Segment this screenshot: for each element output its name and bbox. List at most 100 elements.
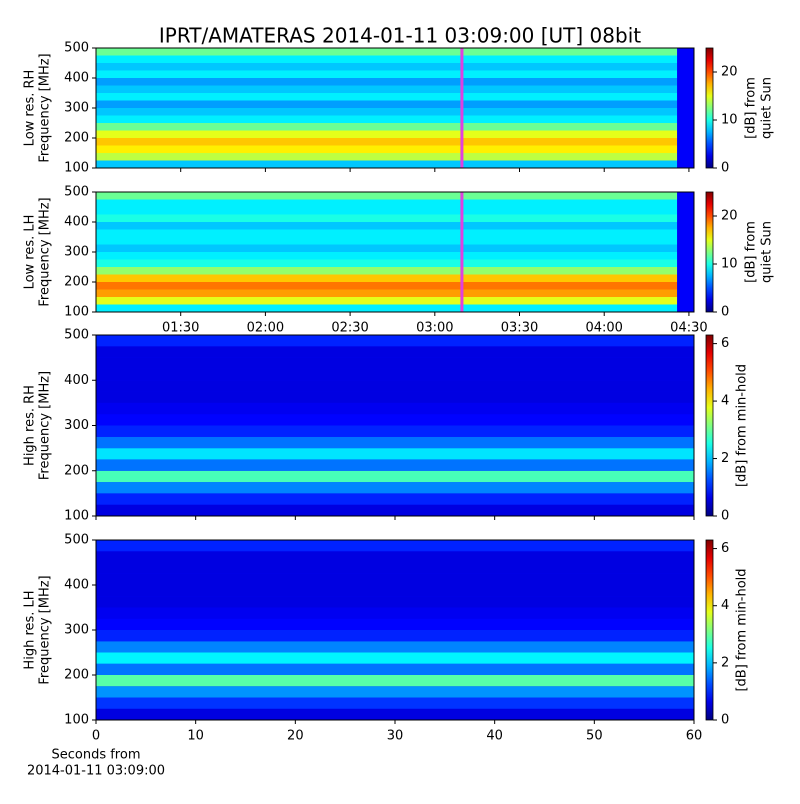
x-tick-label: 20 [287,729,304,744]
x-tick-label: 03:30 [501,321,538,336]
heat-cell [96,346,694,358]
heat-cell [96,402,694,415]
heat-cell [96,70,678,78]
colorbar-tick-label: 10 [721,257,738,272]
heat-cell [96,686,694,698]
y-axis-label: Low res. RH [23,70,38,147]
heat-cell [96,138,678,146]
heat-cell [96,436,694,449]
heat-cell [96,274,678,282]
heat-cell [96,199,678,207]
y-tick-label: 500 [64,41,89,56]
heat-cell [96,192,678,200]
x-tick-label: 30 [387,729,404,744]
heat-cell [96,78,678,86]
x-tick-label: 04:30 [670,321,707,336]
colorbar-tick-label: 6 [721,541,729,556]
heat-cell [96,229,678,237]
colorbar-tick-label: 20 [721,65,738,80]
y-tick-label: 100 [64,161,89,176]
colorbar [705,334,714,517]
heat-cell [96,562,694,574]
colorbar-tick-label: 0 [721,509,729,524]
heat-cell [96,652,694,664]
y-axis-label: Frequency [MHz] [38,197,53,306]
x-tick-label: 02:30 [331,321,368,336]
heat-cell [96,297,678,305]
colorbar-label: [dB] from [744,221,759,283]
heat-cell [96,573,694,585]
y-tick-label: 500 [64,185,89,200]
heat-cell [96,214,678,222]
colorbar-tick-label: 2 [721,451,729,466]
colorbar-tick-label: 10 [721,113,738,128]
heat-cell [96,259,678,267]
chart-title: IPRT/AMATERAS 2014-01-11 03:09:00 [UT] 0… [159,24,641,48]
y-tick-label: 500 [64,533,89,548]
x-tick-label: 10 [187,729,204,744]
colorbar-tick-label: 4 [721,598,729,613]
heat-cell [96,108,678,116]
y-tick-label: 400 [64,71,89,86]
heat-cell [96,237,678,245]
heat-cell [96,675,694,687]
heat-cell [96,708,694,720]
colorbar-tick-label: 0 [721,161,729,176]
heat-cell [96,585,694,597]
heat-cell [96,93,678,101]
x-axis-label: Seconds from [51,748,140,763]
colorbar [705,47,714,169]
heat-cell [96,85,678,93]
heat-cell [96,55,678,63]
y-tick-label: 400 [64,215,89,230]
colorbar-tick-label: 0 [721,713,729,728]
heat-cell [96,630,694,642]
y-tick-label: 200 [64,463,89,478]
heat-cell [96,641,694,653]
heat-cell [96,368,694,381]
y-tick-label: 500 [64,328,89,343]
heat-cell [96,470,694,483]
colorbar-tick-label: 20 [721,209,738,224]
heat-cell [96,123,678,131]
heat-cell [96,63,678,71]
heat-cell [96,48,678,56]
heat-cell [96,551,694,563]
x-tick-label: 50 [586,729,603,744]
heat-cell [96,459,694,471]
heat-cell [96,130,678,138]
y-tick-label: 100 [64,305,89,320]
heat-cell [96,448,694,460]
x-tick-label: 0 [92,729,100,744]
heat-cell [96,335,694,347]
heat-cell [96,697,694,709]
colorbar-label: [dB] from [744,77,759,139]
colorbar-tick-label: 2 [721,655,729,670]
x-tick-label: 02:00 [247,321,284,336]
heat-cell [96,282,678,290]
heat-cell [96,482,694,494]
x-tick-label: 04:00 [585,321,622,336]
y-axis-label: Frequency [MHz] [38,53,53,162]
colorbar-label: quiet Sun [760,221,775,283]
heat-cell [96,663,694,675]
heat-cell [96,540,694,552]
y-tick-label: 200 [64,668,89,683]
y-tick-label: 100 [64,713,89,728]
heat-cell [96,289,678,297]
y-axis-label: Frequency [MHz] [38,575,53,684]
y-tick-label: 300 [64,245,89,260]
colorbar [705,539,714,721]
heat-cell [96,207,678,215]
heat-cell [96,618,694,630]
heat-cell [96,504,694,516]
y-tick-label: 200 [64,131,89,146]
colorbar-label: [dB] from min-hold [735,568,750,691]
y-tick-label: 400 [64,578,89,593]
heat-cell [96,425,694,437]
colorbar-label: [dB] from min-hold [735,364,750,487]
y-tick-label: 100 [64,509,89,524]
heat-cell [96,115,678,123]
heat-cell [96,222,678,230]
